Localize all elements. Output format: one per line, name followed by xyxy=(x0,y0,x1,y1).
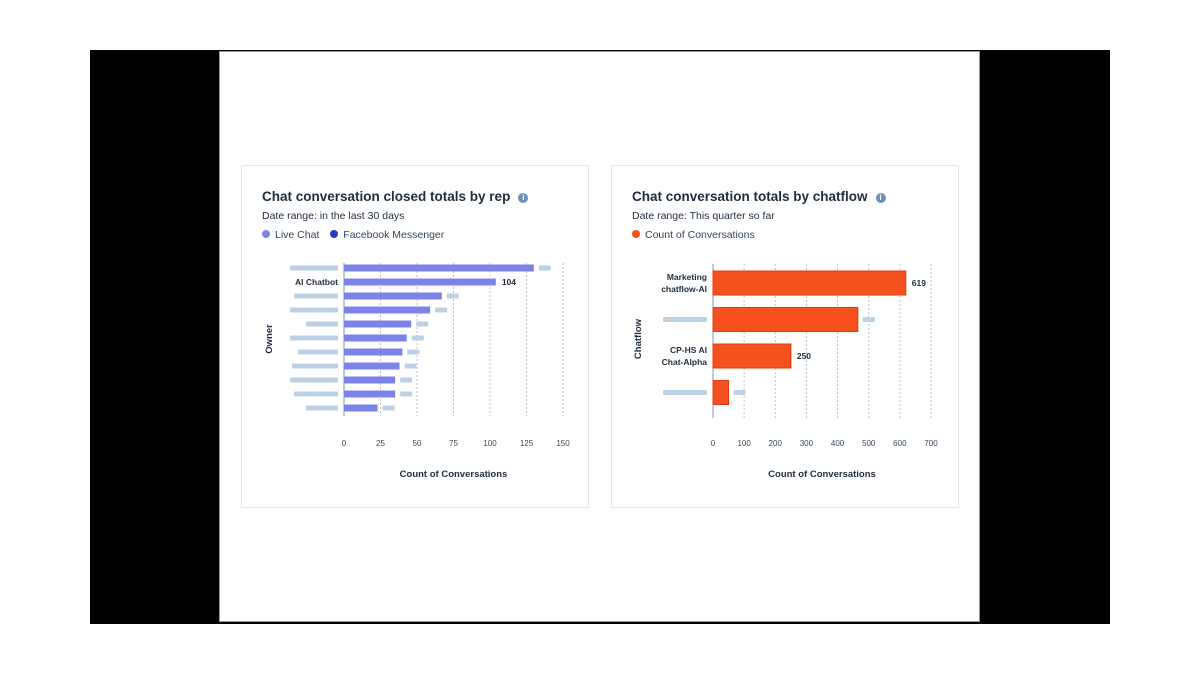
x-tick-label: 150 xyxy=(556,439,570,448)
redacted-label-placeholder xyxy=(306,321,338,327)
y-axis-title: Chatflow xyxy=(633,318,644,359)
card-title-text: Chat conversation totals by chatflow xyxy=(632,189,868,204)
redacted-value-placeholder xyxy=(862,317,875,322)
info-icon[interactable]: i xyxy=(518,193,529,203)
x-tick-label: 125 xyxy=(520,439,534,448)
bar xyxy=(344,306,431,314)
bar xyxy=(344,278,496,286)
redacted-label-placeholder xyxy=(294,293,338,299)
x-tick-label: 500 xyxy=(862,439,876,448)
redacted-label-placeholder xyxy=(298,349,338,355)
bar xyxy=(344,390,396,398)
legend-label: Live Chat xyxy=(275,229,320,241)
date-range: Date range: This quarter so far xyxy=(632,210,775,222)
legend-dot-icon xyxy=(262,230,270,238)
redacted-value-placeholder xyxy=(416,321,429,327)
card-title: Chat conversation totals by chatflow i xyxy=(632,189,886,204)
legend-dot-icon xyxy=(330,230,339,238)
card-totals-by-chatflow: Chat conversation totals by chatflow i Da… xyxy=(611,165,959,508)
bar xyxy=(344,362,400,370)
chart-closed-by-rep: 0 25 50 75 100 125 150 AI Chatbot 104 Count of Co… xyxy=(264,263,570,480)
redacted-value-placeholder xyxy=(435,307,448,313)
bar xyxy=(344,348,403,356)
bar xyxy=(344,334,407,342)
x-tick-label: 0 xyxy=(342,439,347,448)
y-axis-title: Owner xyxy=(264,324,275,354)
redacted-label-placeholder xyxy=(663,317,707,322)
redacted-value-placeholder xyxy=(400,377,413,383)
x-tick-label: 200 xyxy=(769,439,783,448)
redacted-value-placeholder xyxy=(733,390,746,395)
redacted-value-placeholder xyxy=(407,349,420,355)
x-tick-label: 700 xyxy=(924,439,938,448)
redacted-label-placeholder xyxy=(290,335,338,341)
x-axis-title: Count of Conversations xyxy=(768,469,876,480)
bar xyxy=(344,292,442,300)
redacted-value-placeholder xyxy=(446,293,459,299)
redacted-label-placeholder xyxy=(290,307,338,313)
x-tick-label: 100 xyxy=(737,439,751,448)
info-icon[interactable]: i xyxy=(875,193,886,203)
legend: Count of Conversations xyxy=(632,229,763,241)
x-tick-label: 0 xyxy=(711,439,716,448)
x-tick-label: 400 xyxy=(831,439,845,448)
redacted-label-placeholder xyxy=(290,265,338,271)
legend-label: Count of Conversations xyxy=(645,229,755,241)
x-axis-title: Count of Conversations xyxy=(400,469,508,480)
redacted-label-placeholder xyxy=(306,405,338,411)
x-tick-label: 300 xyxy=(800,439,814,448)
legend-item-count-of-conversations[interactable]: Count of Conversations xyxy=(632,229,755,241)
category-label: Marketing chatflow-AI xyxy=(661,272,707,294)
x-tick-label: 600 xyxy=(893,439,907,448)
date-range: Date range: in the last 30 days xyxy=(262,210,405,222)
data-label: 104 xyxy=(502,277,516,287)
chart-by-chatflow: 0 100 200 300 400 500 600 700 Marketing chatflow-… xyxy=(633,264,938,480)
bar xyxy=(344,264,534,272)
legend-item-live-chat[interactable]: Live Chat xyxy=(262,229,319,241)
legend-item-facebook-messenger[interactable]: Facebook Messenger xyxy=(330,229,444,241)
x-tick-label: 25 xyxy=(376,439,385,448)
category-label: AI Chatbot xyxy=(295,277,338,287)
redacted-value-placeholder xyxy=(382,405,395,411)
x-tick-label: 100 xyxy=(483,439,497,448)
category-label: CP-HS AI Chat-Alpha xyxy=(662,345,708,367)
redacted-value-placeholder xyxy=(400,391,413,397)
bar xyxy=(344,404,378,412)
bar xyxy=(712,270,907,296)
redacted-value-placeholder xyxy=(404,363,417,369)
bar xyxy=(344,376,396,384)
legend-label: Facebook Messenger xyxy=(343,229,445,241)
redacted-label-placeholder xyxy=(292,363,338,369)
redacted-label-placeholder xyxy=(294,391,338,397)
legend: Live Chat Facebook Messenger xyxy=(262,229,452,241)
redacted-value-placeholder xyxy=(411,335,424,341)
bar xyxy=(344,320,412,328)
legend-dot-icon xyxy=(632,230,640,238)
x-tick-label: 75 xyxy=(449,439,458,448)
card-closed-totals-by-rep: Chat conversation closed totals by rep i … xyxy=(241,165,589,508)
data-label: 250 xyxy=(797,351,811,361)
x-tick-label: 50 xyxy=(413,439,422,448)
redacted-value-placeholder xyxy=(538,265,551,271)
bar xyxy=(712,380,730,405)
bar xyxy=(712,343,792,369)
card-title: Chat conversation closed totals by rep i xyxy=(262,189,529,204)
card-title-text: Chat conversation closed totals by rep xyxy=(262,189,511,204)
redacted-label-placeholder xyxy=(290,377,338,383)
bar xyxy=(712,307,859,332)
data-label: 619 xyxy=(912,278,926,288)
redacted-label-placeholder xyxy=(663,390,707,395)
